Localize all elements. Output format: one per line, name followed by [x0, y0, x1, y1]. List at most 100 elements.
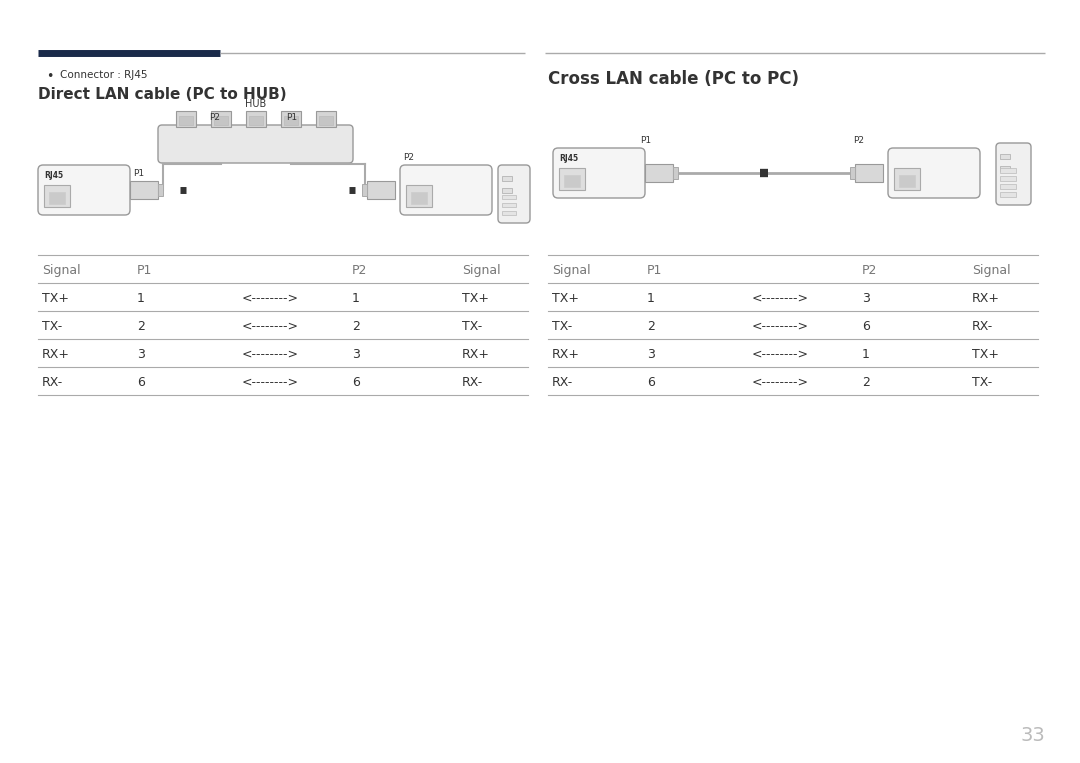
- Text: P1: P1: [640, 136, 651, 145]
- Bar: [502, 195, 516, 199]
- Bar: [362, 184, 367, 196]
- Bar: [316, 111, 336, 127]
- Text: •: •: [46, 70, 53, 83]
- Bar: [411, 192, 427, 204]
- Bar: [281, 111, 301, 127]
- Text: <-------->: <-------->: [242, 292, 299, 305]
- Text: TX-: TX-: [972, 376, 993, 389]
- Text: TX+: TX+: [552, 292, 579, 305]
- Bar: [1000, 166, 1010, 171]
- Text: RJ45: RJ45: [559, 154, 578, 163]
- Text: Signal: Signal: [462, 264, 501, 277]
- Text: 6: 6: [352, 376, 360, 389]
- Bar: [246, 111, 266, 127]
- Text: TX+: TX+: [462, 292, 489, 305]
- Text: 3: 3: [647, 348, 654, 361]
- Text: P2: P2: [352, 264, 367, 277]
- Text: P2: P2: [853, 136, 864, 145]
- Text: 33: 33: [1021, 726, 1045, 745]
- FancyBboxPatch shape: [888, 148, 980, 198]
- Text: TX+: TX+: [42, 292, 69, 305]
- FancyBboxPatch shape: [553, 148, 645, 198]
- Bar: [214, 116, 228, 125]
- Bar: [179, 116, 193, 125]
- Text: RX+: RX+: [462, 348, 490, 361]
- Text: TX+: TX+: [972, 348, 999, 361]
- Text: P2: P2: [210, 113, 220, 122]
- Bar: [176, 111, 195, 127]
- Text: RX-: RX-: [42, 376, 64, 389]
- Text: RX-: RX-: [552, 376, 573, 389]
- Bar: [502, 211, 516, 215]
- Text: <-------->: <-------->: [752, 320, 809, 333]
- Bar: [850, 167, 855, 179]
- Text: Signal: Signal: [972, 264, 1011, 277]
- Text: Connector : RJ45: Connector : RJ45: [60, 70, 148, 80]
- Bar: [49, 192, 65, 204]
- Text: TX-: TX-: [552, 320, 572, 333]
- Bar: [855, 164, 883, 182]
- Text: 2: 2: [647, 320, 654, 333]
- Bar: [406, 185, 432, 207]
- Text: RX-: RX-: [972, 320, 994, 333]
- Bar: [559, 168, 585, 190]
- Text: 6: 6: [137, 376, 145, 389]
- Text: 1: 1: [647, 292, 654, 305]
- Text: RJ45: RJ45: [44, 171, 63, 180]
- Text: TX-: TX-: [462, 320, 483, 333]
- Bar: [502, 188, 512, 193]
- Text: P1: P1: [133, 169, 144, 178]
- Bar: [673, 167, 678, 179]
- Bar: [249, 116, 264, 125]
- Bar: [645, 164, 673, 182]
- Text: TX-: TX-: [42, 320, 63, 333]
- FancyBboxPatch shape: [400, 165, 492, 215]
- Bar: [502, 203, 516, 207]
- Text: P1: P1: [286, 113, 297, 122]
- Text: <-------->: <-------->: [242, 348, 299, 361]
- FancyBboxPatch shape: [158, 125, 353, 163]
- Text: RX-: RX-: [462, 376, 483, 389]
- Text: 3: 3: [352, 348, 360, 361]
- Bar: [1000, 168, 1016, 173]
- FancyBboxPatch shape: [498, 165, 530, 223]
- Text: 1: 1: [352, 292, 360, 305]
- Text: 6: 6: [647, 376, 654, 389]
- Text: 1: 1: [137, 292, 145, 305]
- Bar: [367, 181, 395, 199]
- Text: RX+: RX+: [972, 292, 1000, 305]
- Text: P1: P1: [647, 264, 662, 277]
- Text: 2: 2: [137, 320, 145, 333]
- Bar: [894, 168, 920, 190]
- Text: <-------->: <-------->: [752, 292, 809, 305]
- Bar: [502, 176, 512, 181]
- Bar: [319, 116, 333, 125]
- Bar: [1000, 154, 1010, 159]
- Bar: [44, 185, 70, 207]
- FancyBboxPatch shape: [996, 143, 1031, 205]
- Text: P2: P2: [862, 264, 877, 277]
- Text: Signal: Signal: [552, 264, 591, 277]
- Bar: [1000, 184, 1016, 189]
- Text: Signal: Signal: [42, 264, 81, 277]
- Bar: [284, 116, 298, 125]
- Text: RX+: RX+: [42, 348, 70, 361]
- Text: P1: P1: [137, 264, 152, 277]
- Text: RX+: RX+: [552, 348, 580, 361]
- Text: HUB: HUB: [245, 99, 266, 109]
- Text: 2: 2: [862, 376, 869, 389]
- Text: 6: 6: [862, 320, 869, 333]
- Text: P2: P2: [403, 153, 414, 162]
- Text: 1: 1: [862, 348, 869, 361]
- Bar: [211, 111, 231, 127]
- Bar: [1000, 192, 1016, 197]
- Bar: [158, 184, 163, 196]
- Bar: [564, 175, 580, 187]
- Text: <-------->: <-------->: [752, 348, 809, 361]
- Bar: [130, 181, 158, 199]
- Text: <-------->: <-------->: [752, 376, 809, 389]
- Text: Cross LAN cable (PC to PC): Cross LAN cable (PC to PC): [548, 70, 799, 88]
- Text: <-------->: <-------->: [242, 376, 299, 389]
- Text: 3: 3: [862, 292, 869, 305]
- Bar: [899, 175, 915, 187]
